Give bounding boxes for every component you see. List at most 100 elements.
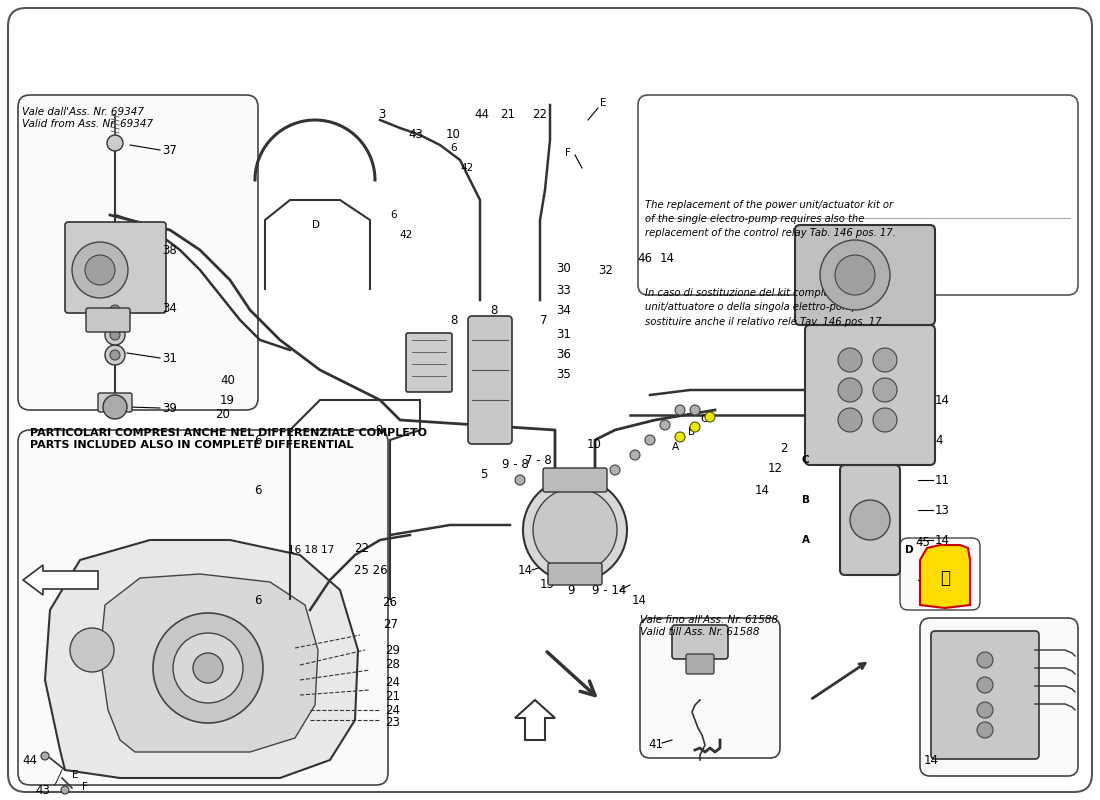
Text: A: A [802, 535, 810, 545]
Circle shape [110, 330, 120, 340]
Text: 14: 14 [660, 251, 675, 265]
FancyBboxPatch shape [640, 618, 780, 758]
Text: autoPartsdiagrams
since 1905: autoPartsdiagrams since 1905 [267, 252, 833, 548]
Text: 1: 1 [935, 574, 943, 586]
Text: 9 - 14: 9 - 14 [592, 583, 626, 597]
Circle shape [675, 432, 685, 442]
Text: 44: 44 [474, 109, 490, 122]
Text: 7 - 8: 7 - 8 [525, 454, 552, 466]
Text: 2: 2 [780, 442, 788, 454]
Text: 34: 34 [162, 302, 177, 314]
Text: 19: 19 [220, 394, 235, 406]
Text: 13: 13 [935, 503, 950, 517]
Circle shape [873, 348, 896, 372]
Circle shape [850, 500, 890, 540]
Text: 40: 40 [220, 374, 235, 386]
Circle shape [110, 305, 120, 315]
Circle shape [690, 405, 700, 415]
Text: 33: 33 [556, 283, 571, 297]
FancyBboxPatch shape [840, 465, 900, 575]
FancyBboxPatch shape [98, 393, 132, 412]
Circle shape [610, 465, 620, 475]
Text: F: F [565, 148, 571, 158]
FancyArrow shape [23, 565, 98, 595]
FancyBboxPatch shape [900, 538, 980, 610]
Text: 6: 6 [254, 434, 262, 446]
Polygon shape [515, 700, 556, 740]
Circle shape [534, 488, 617, 572]
FancyBboxPatch shape [931, 631, 1040, 759]
Text: C: C [802, 455, 810, 465]
Text: 14: 14 [755, 483, 770, 497]
Text: 34: 34 [556, 303, 571, 317]
Text: 24: 24 [385, 703, 400, 717]
Text: 9: 9 [375, 423, 383, 437]
Text: 5: 5 [480, 469, 487, 482]
Text: E: E [600, 98, 606, 108]
Text: 9 - 8: 9 - 8 [502, 458, 529, 471]
Text: 10: 10 [446, 129, 461, 142]
Circle shape [556, 475, 565, 485]
Text: 43: 43 [408, 129, 422, 142]
Circle shape [70, 628, 114, 672]
Text: 10: 10 [587, 438, 602, 451]
Circle shape [60, 786, 69, 794]
Text: 20: 20 [214, 409, 230, 422]
Text: 46: 46 [637, 251, 652, 265]
Circle shape [977, 677, 993, 693]
Text: 28: 28 [385, 658, 400, 671]
FancyBboxPatch shape [920, 618, 1078, 776]
Circle shape [838, 378, 862, 402]
Text: PARTICOLARI COMPRESI ANCHE NEL DIFFERENZIALE COMPLETO
PARTS INCLUDED ALSO IN COM: PARTICOLARI COMPRESI ANCHE NEL DIFFERENZ… [30, 428, 427, 450]
FancyBboxPatch shape [18, 430, 388, 785]
Circle shape [977, 722, 993, 738]
Text: 30: 30 [556, 262, 571, 274]
Text: 23: 23 [385, 717, 400, 730]
Circle shape [153, 613, 263, 723]
Text: 12: 12 [768, 462, 783, 474]
Circle shape [820, 240, 890, 310]
Circle shape [522, 478, 627, 582]
Text: 🐎: 🐎 [940, 569, 950, 587]
Circle shape [645, 435, 654, 445]
Text: 37: 37 [162, 143, 177, 157]
Text: F: F [82, 782, 88, 792]
Text: 14: 14 [935, 394, 950, 406]
Text: 9: 9 [566, 583, 574, 597]
FancyBboxPatch shape [86, 308, 130, 332]
Text: Vale fino all'Ass. Nr. 61588
Valid till Ass. Nr. 61588: Vale fino all'Ass. Nr. 61588 Valid till … [640, 615, 778, 637]
Polygon shape [100, 574, 318, 752]
Text: 29: 29 [385, 643, 400, 657]
Circle shape [630, 450, 640, 460]
Text: 42: 42 [460, 163, 473, 173]
Circle shape [107, 135, 123, 151]
Text: 27: 27 [383, 618, 398, 631]
FancyBboxPatch shape [672, 625, 728, 659]
Text: 11: 11 [935, 474, 950, 486]
Text: 4: 4 [935, 434, 943, 446]
Text: 15: 15 [540, 578, 554, 591]
Circle shape [873, 378, 896, 402]
Circle shape [72, 242, 128, 298]
FancyBboxPatch shape [468, 316, 512, 444]
Text: 7: 7 [540, 314, 548, 326]
Circle shape [835, 255, 874, 295]
Circle shape [192, 653, 223, 683]
FancyBboxPatch shape [406, 333, 452, 392]
Text: 21: 21 [500, 109, 515, 122]
Text: 6: 6 [390, 210, 397, 220]
Text: 43: 43 [35, 783, 50, 797]
Text: 32: 32 [598, 263, 613, 277]
Circle shape [41, 752, 50, 760]
FancyBboxPatch shape [638, 95, 1078, 295]
Circle shape [85, 255, 116, 285]
Circle shape [977, 702, 993, 718]
Text: 6: 6 [254, 483, 262, 497]
Circle shape [660, 420, 670, 430]
Text: The replacement of the power unit/actuator kit or
of the single electro-pump req: The replacement of the power unit/actuat… [645, 200, 895, 238]
Text: E: E [72, 770, 78, 780]
Text: 24: 24 [385, 675, 400, 689]
Text: 31: 31 [162, 351, 177, 365]
Circle shape [103, 395, 127, 419]
Text: In caso di sostituzione del kit completo power
unit/attuatore o della singola el: In caso di sostituzione del kit completo… [645, 288, 884, 326]
